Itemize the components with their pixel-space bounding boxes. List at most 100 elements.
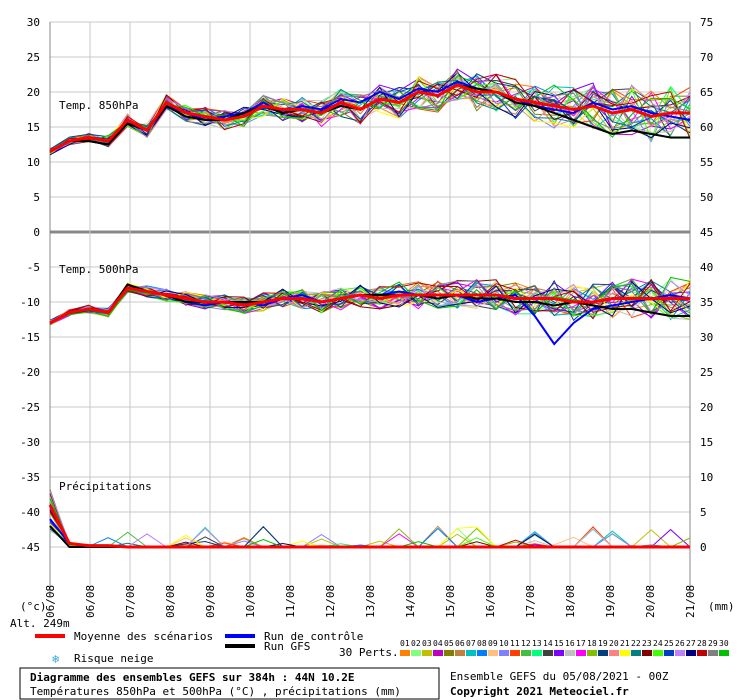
pert-legend-label: 07 xyxy=(466,639,476,648)
legend-control-label: Run de contrôle xyxy=(264,630,363,643)
pert-legend-label: 05 xyxy=(444,639,454,648)
pert-legend-label: 19 xyxy=(598,639,608,648)
pert-legend-label: 26 xyxy=(675,639,685,648)
pert-legend-swatch xyxy=(708,650,718,656)
left-unit-label: (°c) xyxy=(20,600,47,613)
snowflake-icon: ❄ xyxy=(52,652,59,666)
x-tick-label: 09/08 xyxy=(204,585,217,618)
legend-gfs-swatch xyxy=(225,644,255,648)
legend-control-swatch xyxy=(225,634,255,638)
footer-title: Diagramme des ensembles GEFS sur 384h : … xyxy=(30,671,355,684)
right-tick-label: 70 xyxy=(700,51,713,64)
x-tick-label: 18/08 xyxy=(564,585,577,618)
x-tick-label: 17/08 xyxy=(524,585,537,618)
left-tick-label: 5 xyxy=(33,191,40,204)
pert-legend-swatch xyxy=(554,650,564,656)
pert-legend-label: 14 xyxy=(543,639,553,648)
legend-gfs-label: Run GFS xyxy=(264,640,310,653)
pert-legend-label: 12 xyxy=(521,639,531,648)
pert-legend-label: 30 xyxy=(719,639,729,648)
pert-legend-label: 03 xyxy=(422,639,432,648)
pert-legend-label: 23 xyxy=(642,639,652,648)
left-tick-label: 30 xyxy=(27,16,40,29)
pert-legend-swatch xyxy=(400,650,410,656)
pert-legend-swatch xyxy=(565,650,575,656)
pert-legend-swatch xyxy=(664,650,674,656)
pert-legend-swatch xyxy=(455,650,465,656)
pert-legend-swatch xyxy=(686,650,696,656)
right-tick-label: 45 xyxy=(700,226,713,239)
footer-subtitle: Températures 850hPa et 500hPa (°C) , pré… xyxy=(30,685,401,698)
left-tick-label: -40 xyxy=(20,506,40,519)
pert-legend-label: 24 xyxy=(653,639,663,648)
pert-legend-swatch xyxy=(543,650,553,656)
pert-legend-swatch xyxy=(521,650,531,656)
pert-legend-swatch xyxy=(466,650,476,656)
x-tick-label: 07/08 xyxy=(124,585,137,618)
right-tick-label: 35 xyxy=(700,296,713,309)
x-tick-label: 15/08 xyxy=(444,585,457,618)
pert-legend-swatch xyxy=(642,650,652,656)
pert-legend-label: 18 xyxy=(587,639,597,648)
series-line-t500 xyxy=(49,286,690,325)
left-tick-label: -35 xyxy=(20,471,40,484)
pert-legend-label: 29 xyxy=(708,639,718,648)
pert-legend-swatch xyxy=(576,650,586,656)
pert-legend-label: 02 xyxy=(411,639,421,648)
footer-copyright: Copyright 2021 Meteociel.fr xyxy=(450,685,629,698)
pert-legend-swatch xyxy=(499,650,509,656)
pert-legend-label: 13 xyxy=(532,639,542,648)
x-tick-label: 21/08 xyxy=(684,585,697,618)
left-tick-label: -30 xyxy=(20,436,40,449)
pert-legend-swatch xyxy=(477,650,487,656)
right-tick-label: 50 xyxy=(700,191,713,204)
right-tick-label: 15 xyxy=(700,436,713,449)
pert-legend-label: 17 xyxy=(576,639,586,648)
right-tick-label: 10 xyxy=(700,471,713,484)
right-tick-label: 5 xyxy=(700,506,707,519)
pert-legend-label: 27 xyxy=(686,639,696,648)
pert-legend-label: 15 xyxy=(554,639,564,648)
x-tick-label: 19/08 xyxy=(604,585,617,618)
pert-legend-label: 10 xyxy=(499,639,509,648)
right-tick-label: 40 xyxy=(700,261,713,274)
left-tick-label: 0 xyxy=(33,226,40,239)
right-tick-label: 20 xyxy=(700,401,713,414)
pert-legend-label: 01 xyxy=(400,639,410,648)
series-line-t850 xyxy=(49,83,690,153)
x-tick-label: 10/08 xyxy=(244,585,257,618)
perturbation-legend: 01 02 03 04 05 06 07 08 09 10 11 12 13 14 15 16 17 18 19 20… xyxy=(400,639,729,656)
pert-legend-swatch xyxy=(510,650,520,656)
pert-legend-label: 25 xyxy=(664,639,674,648)
right-tick-label: 55 xyxy=(700,156,713,169)
right-tick-label: 0 xyxy=(700,541,707,554)
pert-legend-label: 11 xyxy=(510,639,520,648)
right-tick-label: 65 xyxy=(700,86,713,99)
left-tick-label: -25 xyxy=(20,401,40,414)
pert-legend-swatch xyxy=(697,650,707,656)
x-tick-label: 20/08 xyxy=(644,585,657,618)
x-tick-label: 14/08 xyxy=(404,585,417,618)
right-tick-label: 25 xyxy=(700,366,713,379)
left-tick-label: -15 xyxy=(20,331,40,344)
x-tick-label: 13/08 xyxy=(364,585,377,618)
right-unit-label: (mm) xyxy=(708,600,735,613)
pert-legend-swatch xyxy=(411,650,421,656)
main-series xyxy=(48,80,691,549)
perturbation-line-t850 xyxy=(49,75,691,155)
pert-legend-swatch xyxy=(422,650,432,656)
pert-legend-label: 16 xyxy=(565,639,575,648)
pert-legend-label: 06 xyxy=(455,639,465,648)
left-tick-label: -45 xyxy=(20,541,40,554)
pert-legend-label: 20 xyxy=(609,639,619,648)
altitude-label: Alt. 249m xyxy=(10,617,70,630)
pert-legend-swatch xyxy=(532,650,542,656)
x-axis-ticks: 06/08 06/08 07/08 08/08 09/08 10/08 11/08 12/08… xyxy=(44,585,697,618)
left-tick-label: 15 xyxy=(27,121,40,134)
left-tick-label: -5 xyxy=(27,261,40,274)
legend-snow-label: Risque neige xyxy=(74,652,153,665)
left-tick-label: -20 xyxy=(20,366,40,379)
precip-panel-label: Précipitations xyxy=(59,480,152,493)
